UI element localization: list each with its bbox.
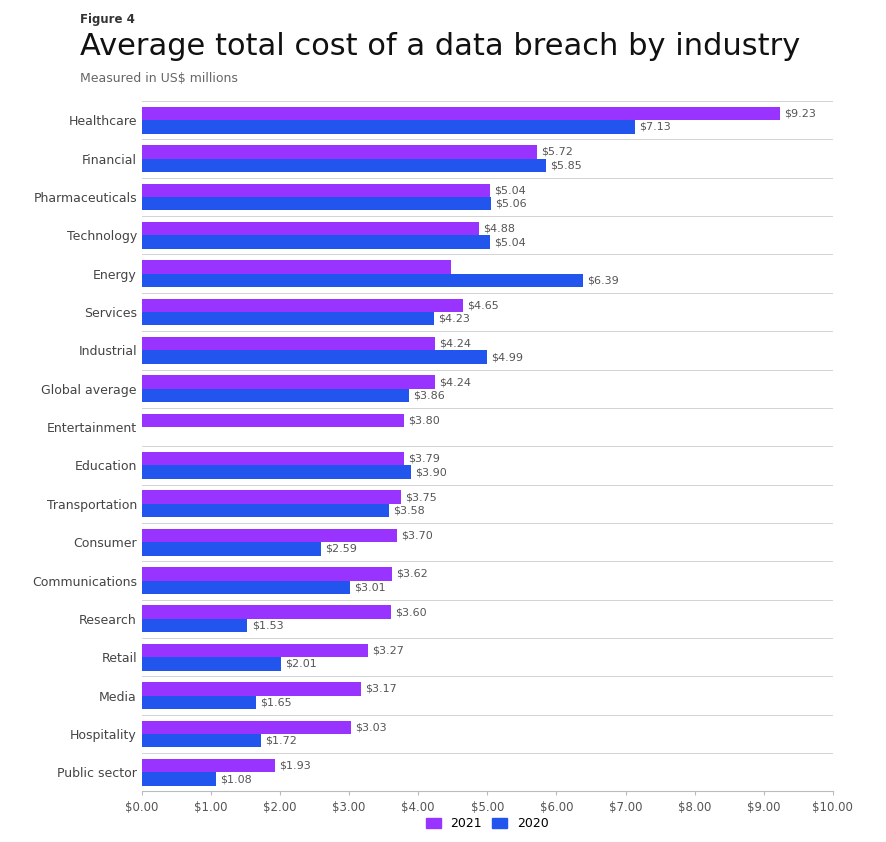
Text: Measured in US$ millions: Measured in US$ millions xyxy=(80,72,237,84)
Text: $5.04: $5.04 xyxy=(494,237,526,247)
Text: $3.58: $3.58 xyxy=(393,505,425,515)
Bar xyxy=(142,337,435,350)
Text: $2.59: $2.59 xyxy=(325,544,357,554)
Text: $5.85: $5.85 xyxy=(550,160,582,170)
Text: $5.72: $5.72 xyxy=(541,147,573,157)
Text: $5.04: $5.04 xyxy=(494,185,526,195)
Bar xyxy=(142,235,490,248)
Bar xyxy=(142,644,368,658)
Bar xyxy=(142,452,404,466)
Bar xyxy=(142,605,391,619)
Text: $1.53: $1.53 xyxy=(252,621,284,631)
Bar xyxy=(142,734,260,748)
Text: $3.17: $3.17 xyxy=(365,684,397,694)
Bar xyxy=(142,274,583,287)
Text: $4.24: $4.24 xyxy=(439,338,471,349)
Bar xyxy=(142,350,486,364)
Bar xyxy=(142,721,351,734)
Text: $3.60: $3.60 xyxy=(394,607,426,617)
Text: $1.93: $1.93 xyxy=(279,760,311,770)
Bar xyxy=(142,658,281,670)
Legend: 2021, 2020: 2021, 2020 xyxy=(425,817,549,830)
Text: $4.99: $4.99 xyxy=(491,352,523,362)
Text: $3.70: $3.70 xyxy=(401,530,433,541)
Bar xyxy=(142,389,408,402)
Bar xyxy=(142,107,780,120)
Bar xyxy=(142,466,411,479)
Bar xyxy=(142,695,256,709)
Text: $3.79: $3.79 xyxy=(408,454,439,464)
Bar xyxy=(142,197,492,210)
Bar xyxy=(142,504,389,517)
Bar xyxy=(142,299,463,312)
Text: Average total cost of a data breach by industry: Average total cost of a data breach by i… xyxy=(80,32,800,61)
Bar xyxy=(142,184,490,197)
Bar xyxy=(142,568,392,580)
Text: $4.24: $4.24 xyxy=(439,377,471,387)
Text: $3.62: $3.62 xyxy=(396,569,428,578)
Text: $6.39: $6.39 xyxy=(587,275,619,285)
Bar xyxy=(142,529,398,542)
Bar xyxy=(142,376,435,389)
Bar xyxy=(142,158,546,172)
Text: $5.06: $5.06 xyxy=(495,199,527,209)
Bar xyxy=(142,682,361,695)
Text: $3.01: $3.01 xyxy=(354,582,385,592)
Text: $1.72: $1.72 xyxy=(265,736,297,746)
Text: $3.75: $3.75 xyxy=(405,492,437,502)
Text: $4.88: $4.88 xyxy=(483,224,515,233)
Text: $4.23: $4.23 xyxy=(439,314,470,323)
Bar xyxy=(142,580,350,594)
Text: $1.08: $1.08 xyxy=(221,774,253,784)
Bar xyxy=(142,145,537,158)
Bar xyxy=(142,413,404,427)
Bar xyxy=(142,490,400,504)
Bar xyxy=(142,542,321,556)
Text: $3.03: $3.03 xyxy=(355,722,387,733)
Text: Figure 4: Figure 4 xyxy=(80,13,135,25)
Text: $7.13: $7.13 xyxy=(639,122,671,132)
Bar xyxy=(142,619,247,632)
Text: $9.23: $9.23 xyxy=(784,109,816,119)
Text: $4.65: $4.65 xyxy=(467,301,499,311)
Text: $3.27: $3.27 xyxy=(372,646,404,656)
Text: $1.65: $1.65 xyxy=(260,697,291,707)
Bar xyxy=(142,222,479,235)
Bar xyxy=(142,312,434,326)
Text: $2.01: $2.01 xyxy=(284,659,316,669)
Bar xyxy=(142,759,276,772)
Bar xyxy=(142,260,451,274)
Text: $3.80: $3.80 xyxy=(408,415,440,425)
Text: $3.86: $3.86 xyxy=(413,391,445,401)
Bar xyxy=(142,120,634,134)
Bar xyxy=(142,772,216,786)
Text: $3.90: $3.90 xyxy=(416,467,447,477)
